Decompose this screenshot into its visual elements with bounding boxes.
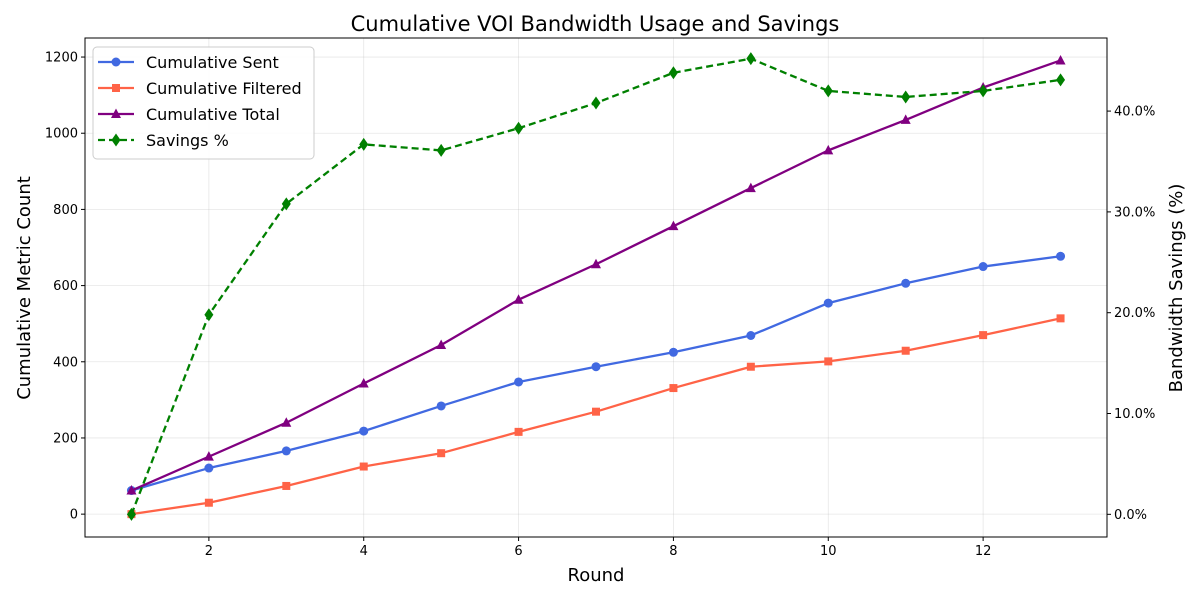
x-tick-label: 12 [975, 544, 992, 559]
chart-title: Cumulative VOI Bandwidth Usage and Savin… [351, 12, 840, 36]
y-tick-label: 400 [53, 355, 78, 370]
data-point-cumulative-filtered [592, 407, 600, 416]
data-point-cumulative-sent [978, 262, 988, 272]
legend: Cumulative Sent Cumulative Filtered Cumula… [92, 46, 315, 160]
legend-marker-cumulative-sent [111, 57, 121, 67]
y2-axis-title: Bandwidth Savings (%) [1166, 184, 1187, 393]
y-tick-label: 200 [53, 431, 78, 446]
data-point-cumulative-sent [281, 446, 291, 456]
data-point-savings [281, 197, 291, 211]
data-point-cumulative-filtered [514, 427, 523, 436]
series-cumulative-total [126, 54, 1066, 495]
data-point-cumulative-sent [1056, 251, 1066, 261]
data-point-cumulative-sent [668, 347, 678, 357]
data-point-cumulative-total [823, 144, 834, 155]
legend-label-cumulative-total: Cumulative Total [146, 105, 280, 124]
legend-item-cumulative-total: Cumulative Total [98, 105, 280, 124]
y2-tick-label: 40.0% [1114, 105, 1155, 120]
legend-label-cumulative-filtered: Cumulative Filtered [146, 79, 302, 98]
data-point-cumulative-filtered [746, 362, 755, 371]
data-point-cumulative-sent [436, 401, 446, 411]
x-tick-label: 10 [820, 544, 837, 559]
y2-tick-label: 10.0% [1114, 407, 1155, 422]
data-point-savings [978, 84, 988, 98]
data-point-cumulative-total [900, 114, 911, 124]
x-tick-label: 6 [514, 544, 522, 559]
data-point-cumulative-filtered [282, 481, 291, 490]
data-point-cumulative-sent [823, 298, 833, 308]
y2-tick-label: 30.0% [1114, 205, 1155, 220]
data-point-cumulative-sent [746, 330, 756, 340]
data-point-savings [126, 507, 136, 521]
legend-item-savings: Savings % [98, 131, 229, 150]
data-point-cumulative-total [126, 485, 137, 495]
data-point-cumulative-sent [591, 362, 601, 372]
y-axis-title: Cumulative Metric Count [14, 176, 35, 400]
data-point-savings [901, 90, 911, 104]
data-point-cumulative-filtered [437, 449, 446, 458]
data-point-cumulative-sent [204, 463, 214, 473]
x-tick-label: 8 [669, 544, 677, 559]
data-point-savings [1056, 73, 1066, 87]
y2-tick-label: 0.0% [1114, 508, 1147, 523]
series [126, 52, 1066, 521]
data-point-savings [823, 84, 833, 98]
data-point-cumulative-sent [359, 426, 369, 436]
legend-marker-cumulative-filtered [112, 84, 120, 92]
y-tick-label: 0 [70, 508, 78, 523]
data-point-cumulative-total [203, 451, 214, 461]
data-point-cumulative-filtered [901, 346, 910, 355]
series-cumulative-filtered [127, 314, 1065, 519]
legend-item-cumulative-sent: Cumulative Sent [98, 53, 279, 72]
series-line-cumulative-sent [131, 255, 1061, 492]
data-point-cumulative-total [281, 417, 292, 427]
legend-item-cumulative-filtered: Cumulative Filtered [98, 79, 302, 98]
data-point-cumulative-filtered [1056, 314, 1065, 323]
data-point-savings [204, 308, 214, 322]
data-point-cumulative-total [436, 339, 447, 350]
data-point-cumulative-filtered [824, 357, 833, 366]
data-point-savings [668, 66, 678, 80]
data-point-savings [514, 121, 524, 135]
legend-marker-savings [111, 133, 121, 147]
data-point-cumulative-filtered [669, 384, 678, 393]
data-point-savings [359, 137, 369, 151]
series-line-cumulative-filtered [131, 317, 1061, 516]
axes: 2 4 6 8 10 12 0 200 400 600 800 1000 1200 0.0% 10.0% 20… [45, 51, 1155, 559]
y-tick-label: 1200 [45, 51, 78, 66]
data-point-cumulative-total [668, 220, 679, 231]
data-point-cumulative-filtered [204, 498, 213, 507]
data-point-cumulative-total [745, 182, 756, 193]
data-point-savings [436, 143, 446, 157]
series-cumulative-sent [126, 251, 1066, 496]
data-point-savings [746, 52, 756, 66]
data-point-cumulative-total [591, 258, 601, 269]
y-tick-label: 1000 [45, 127, 78, 142]
data-point-cumulative-total [1055, 54, 1066, 65]
plot-area-frame [84, 37, 1108, 538]
data-point-cumulative-sent [514, 377, 524, 387]
y2-tick-label: 20.0% [1114, 306, 1155, 321]
y-tick-label: 600 [53, 279, 78, 294]
series-savings [126, 52, 1066, 521]
data-point-savings [591, 96, 601, 110]
data-point-cumulative-sent [901, 278, 911, 288]
data-point-cumulative-filtered [359, 462, 368, 471]
legend-box [92, 46, 315, 160]
x-axis-title: Round [568, 565, 625, 586]
legend-label-savings: Savings % [146, 131, 229, 150]
data-point-cumulative-total [358, 377, 369, 388]
x-tick-label: 4 [360, 544, 368, 559]
data-point-cumulative-filtered [979, 331, 988, 340]
legend-label-cumulative-sent: Cumulative Sent [146, 53, 279, 72]
data-point-cumulative-total [513, 294, 524, 304]
y-tick-label: 800 [53, 203, 78, 218]
legend-marker-cumulative-total [111, 108, 121, 118]
x-tick-label: 2 [205, 544, 213, 559]
